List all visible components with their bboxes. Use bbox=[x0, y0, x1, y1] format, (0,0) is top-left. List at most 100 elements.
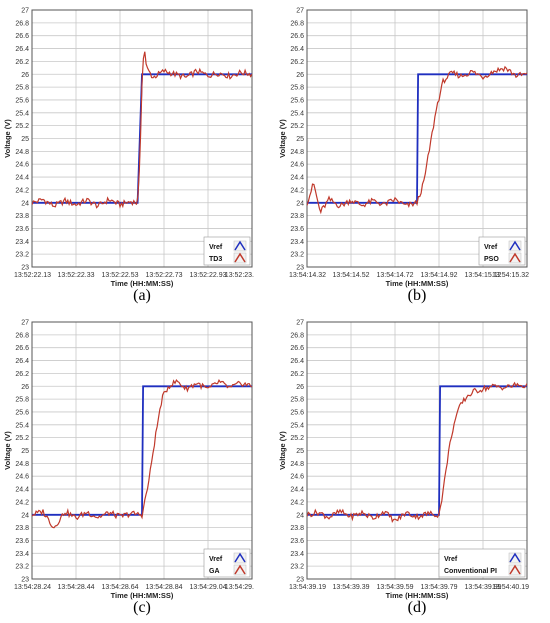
y-tick-label: 25.4 bbox=[290, 110, 304, 117]
legend-label: Conventional PI bbox=[444, 568, 497, 575]
y-tick-label: 24.4 bbox=[15, 487, 29, 494]
y-tick-label: 25.4 bbox=[290, 422, 304, 429]
legend: Vref TD3 bbox=[203, 236, 251, 266]
x-tick-label: 13:54:29.04 bbox=[190, 584, 227, 591]
series-line-response bbox=[32, 51, 252, 209]
y-tick-label: 26.6 bbox=[15, 33, 29, 40]
y-tick-label: 24.4 bbox=[15, 175, 29, 182]
plot-border bbox=[306, 9, 528, 268]
y-tick-label: 23.8 bbox=[290, 525, 304, 532]
legend-label: Vref bbox=[444, 556, 458, 563]
legend-label: Vref bbox=[209, 556, 223, 563]
y-tick-label: 26.2 bbox=[290, 371, 304, 378]
y-tick-label: 23.6 bbox=[290, 226, 304, 233]
y-tick-label: 26.8 bbox=[290, 20, 304, 27]
y-tick-label: 23 bbox=[21, 265, 29, 272]
y-tick-label: 23.8 bbox=[15, 213, 29, 220]
y-tick-label: 26.6 bbox=[15, 345, 29, 352]
y-tick-label: 23.4 bbox=[290, 239, 304, 246]
x-tick-label: 13:54:39.59 bbox=[377, 584, 414, 591]
legend-line-icon bbox=[234, 552, 246, 563]
x-tick-label: 13:54:14.92 bbox=[421, 272, 458, 279]
y-tick-label: 24 bbox=[296, 200, 304, 207]
y-tick-label: 25.2 bbox=[15, 123, 29, 130]
plot-border bbox=[31, 9, 253, 268]
y-tick-label: 26.4 bbox=[290, 46, 304, 53]
legend-line-icon bbox=[509, 252, 521, 263]
y-axis-label: Voltage (V) bbox=[278, 431, 287, 470]
y-tick-label: 23.2 bbox=[15, 564, 29, 571]
x-tick-label: 13:54:39.79 bbox=[421, 584, 458, 591]
x-axis-label: Time (HH:MM:SS) bbox=[386, 591, 449, 600]
x-tick-label: 13:54:15.12 bbox=[465, 272, 502, 279]
legend-label: GA bbox=[209, 568, 220, 575]
x-tick-label: 13:54:28.64 bbox=[102, 584, 139, 591]
legend-line-icon bbox=[509, 240, 521, 251]
y-axis-label: Voltage (V) bbox=[3, 431, 12, 470]
series-line-vref bbox=[307, 385, 527, 516]
x-tick-label: 13:54:14.52 bbox=[333, 272, 370, 279]
y-tick-label: 26 bbox=[21, 72, 29, 79]
x-axis-label: Time (HH:MM:SS) bbox=[386, 279, 449, 288]
y-tick-label: 23.6 bbox=[15, 226, 29, 233]
x-tick-label: 13:54:39.39 bbox=[333, 584, 370, 591]
legend-line-icon bbox=[234, 564, 246, 575]
x-tick-label: 13:54:39.99 bbox=[465, 584, 502, 591]
chart-panel: 23 23.2 23.4 23.6 23.8 24 24.2 24.4 24.6 24.8 25 25… bbox=[3, 320, 254, 617]
series-line-response bbox=[32, 378, 252, 529]
legend: Vref GA bbox=[203, 548, 251, 578]
y-tick-label: 23 bbox=[296, 577, 304, 584]
legend-line-icon bbox=[234, 252, 246, 263]
y-tick-label: 27 bbox=[21, 320, 29, 327]
y-tick-label: 26 bbox=[296, 384, 304, 391]
chart-panel: 23 23.2 23.4 23.6 23.8 24 24.2 24.4 24.6 24.8 25 25… bbox=[278, 320, 529, 617]
x-tick-label: 13:52:22.93 bbox=[190, 272, 227, 279]
y-tick-label: 25.2 bbox=[290, 123, 304, 130]
y-tick-label: 26.8 bbox=[290, 332, 304, 339]
y-tick-label: 25.6 bbox=[15, 409, 29, 416]
y-tick-label: 24.2 bbox=[290, 499, 304, 506]
y-tick-label: 26.2 bbox=[290, 59, 304, 66]
x-tick-label: 13:54:14.72 bbox=[377, 272, 414, 279]
legend-line-icon bbox=[509, 552, 521, 563]
plot-border bbox=[306, 321, 528, 580]
x-tick-label: 13:52:23. bbox=[225, 272, 254, 279]
y-tick-label: 23 bbox=[296, 265, 304, 272]
panel-caption: (b) bbox=[408, 287, 427, 304]
y-tick-label: 24.8 bbox=[15, 461, 29, 468]
y-tick-label: 25.4 bbox=[15, 422, 29, 429]
y-tick-label: 26.2 bbox=[15, 59, 29, 66]
y-tick-label: 27 bbox=[296, 8, 304, 15]
y-tick-label: 26 bbox=[21, 384, 29, 391]
panel-caption: (a) bbox=[133, 287, 151, 304]
y-tick-label: 25 bbox=[296, 448, 304, 455]
y-tick-label: 25.8 bbox=[290, 397, 304, 404]
y-tick-label: 23.8 bbox=[290, 213, 304, 220]
y-tick-label: 24 bbox=[296, 512, 304, 519]
y-tick-label: 25.6 bbox=[15, 97, 29, 104]
x-tick-label: 13:52:22.73 bbox=[146, 272, 183, 279]
y-tick-label: 24.2 bbox=[15, 499, 29, 506]
y-tick-label: 25 bbox=[21, 448, 29, 455]
y-tick-label: 25 bbox=[296, 136, 304, 143]
y-tick-label: 24.2 bbox=[290, 187, 304, 194]
y-tick-label: 23.4 bbox=[15, 239, 29, 246]
legend-line-icon bbox=[234, 240, 246, 251]
x-tick-label: 13:54:29. bbox=[225, 584, 254, 591]
y-tick-label: 26.2 bbox=[15, 371, 29, 378]
y-tick-label: 24.6 bbox=[290, 474, 304, 481]
y-tick-label: 24.8 bbox=[15, 149, 29, 156]
y-tick-label: 25.8 bbox=[15, 397, 29, 404]
legend-label: Vref bbox=[209, 244, 223, 251]
panel-caption: (c) bbox=[133, 599, 151, 616]
x-tick-label: 13:54:28.84 bbox=[146, 584, 183, 591]
y-tick-label: 23.8 bbox=[15, 525, 29, 532]
y-tick-label: 24.4 bbox=[290, 487, 304, 494]
y-tick-label: 25.8 bbox=[15, 85, 29, 92]
y-tick-label: 25.6 bbox=[290, 409, 304, 416]
y-tick-label: 25.2 bbox=[15, 435, 29, 442]
y-tick-label: 26.4 bbox=[290, 358, 304, 365]
x-tick-label: 13:54:40.19 bbox=[492, 584, 529, 591]
y-tick-label: 25.8 bbox=[290, 85, 304, 92]
